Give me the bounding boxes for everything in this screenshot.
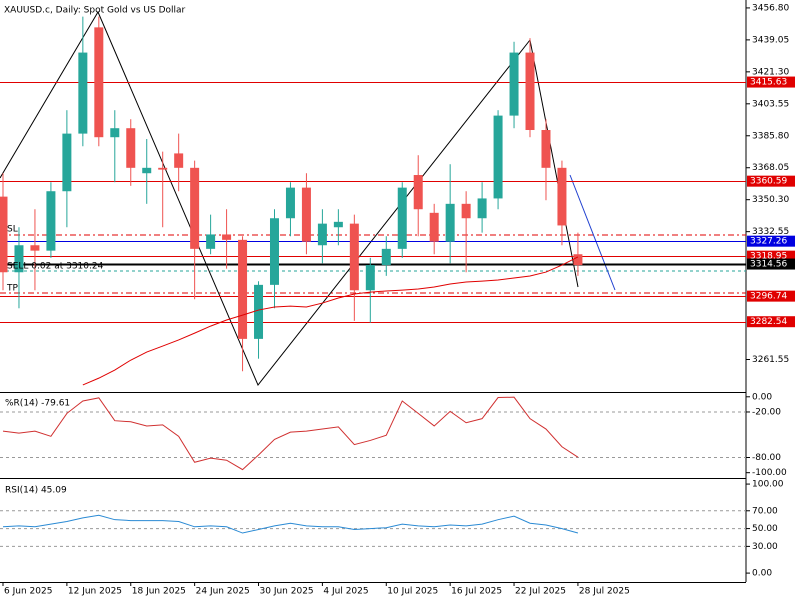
candle-body <box>94 27 104 138</box>
x-tick-label: 30 Jun 2025 <box>260 587 314 597</box>
candle-body <box>78 52 88 134</box>
level-label: 3327.26 <box>750 237 787 247</box>
level-label: 3282.54 <box>750 317 787 327</box>
x-tick-label: 4 Jul 2025 <box>323 587 368 597</box>
x-tick-label: 24 Jun 2025 <box>196 587 250 597</box>
level-label-box <box>747 316 795 328</box>
candle-body <box>238 239 248 339</box>
candle-body <box>397 187 407 249</box>
y-tick-label: 3332.55 <box>752 227 789 237</box>
x-tick-label: 16 Jul 2025 <box>451 587 502 597</box>
y-tick-label: 3456.80 <box>752 3 789 13</box>
candle-body <box>174 153 184 168</box>
moving-average <box>82 256 579 386</box>
y-tick-label: 3439.05 <box>752 35 789 45</box>
annotation: TP <box>6 284 18 294</box>
level-label-box <box>747 175 795 187</box>
candle-body <box>30 245 40 251</box>
level-label: 3314.56 <box>750 260 787 270</box>
candle-body <box>158 167 168 170</box>
x-tick-label: 10 Jul 2025 <box>387 587 438 597</box>
rsi-line <box>2 514 579 534</box>
x-tick-label: 22 Jul 2025 <box>515 587 566 597</box>
x-tick-label: 12 Jun 2025 <box>68 587 122 597</box>
y-tick-label: 3385.80 <box>752 131 789 141</box>
annotation: SELL 0.02 at 3310.24 <box>7 262 104 272</box>
y-tick-label: 3368.05 <box>752 163 789 173</box>
candle-body <box>573 254 583 266</box>
y-tick-label: 3350.30 <box>752 195 789 205</box>
candle-body <box>557 167 567 226</box>
candle-body <box>222 234 232 240</box>
y-tick-label: 30.00 <box>752 542 778 552</box>
y-tick-label: 3403.55 <box>752 99 789 109</box>
y-tick-label: -20.00 <box>752 407 781 417</box>
candle-body <box>301 187 311 242</box>
y-tick-label: 0.00 <box>752 569 772 579</box>
level-label-box <box>747 258 795 270</box>
candle-body <box>493 115 503 199</box>
y-tick-label: 70.00 <box>752 506 778 516</box>
candle-body <box>142 167 152 174</box>
indicator-title: RSI(14) 45.09 <box>5 486 67 496</box>
candle-body <box>413 175 423 210</box>
candle-body <box>349 223 359 291</box>
candle-body <box>269 218 279 285</box>
candle-body <box>126 128 136 168</box>
y-tick-label: 3421.30 <box>752 67 789 77</box>
candle-body <box>429 212 439 242</box>
y-tick-label: -100.00 <box>752 468 787 478</box>
chart-title: XAUUSD.c, Daily: Spot Gold vs US Dollar <box>4 6 186 16</box>
level-label: 3318.95 <box>750 252 787 262</box>
candle-body <box>477 198 487 219</box>
level-label-box <box>747 235 795 247</box>
candle-body <box>541 130 551 168</box>
y-tick-label: 0.00 <box>752 392 772 402</box>
y-tick-label: 3261.55 <box>752 355 789 365</box>
y-tick-label: -80.00 <box>752 453 781 463</box>
candle-body <box>62 133 72 192</box>
candle-body <box>365 265 375 291</box>
y-tick-label: 100.00 <box>752 480 784 490</box>
candle-body <box>381 248 391 266</box>
annotation: SL <box>7 225 18 235</box>
candle-body <box>445 203 455 242</box>
candle-body <box>206 234 216 249</box>
level-label: 3296.74 <box>750 292 787 302</box>
candle-body <box>509 52 519 116</box>
x-tick-label: 28 Jul 2025 <box>579 587 630 597</box>
level-label: 3415.63 <box>750 78 787 88</box>
candle-body <box>317 223 327 246</box>
x-tick-label: 18 Jun 2025 <box>132 587 186 597</box>
candle-body <box>46 191 56 251</box>
candle-body <box>110 128 120 138</box>
x-tick-label: 6 Jun 2025 <box>4 587 52 597</box>
candle-body <box>14 245 24 273</box>
level-label-box <box>747 290 795 302</box>
indicator-title: %R(14) -79.61 <box>5 399 70 409</box>
level-label-box <box>747 250 795 262</box>
y-tick-label: 50.00 <box>752 524 778 534</box>
trendline <box>569 174 616 291</box>
candle-body <box>461 203 471 219</box>
level-label-box <box>747 76 795 88</box>
candle-body <box>254 284 264 339</box>
level-label: 3360.59 <box>750 177 787 187</box>
candle-body <box>285 187 295 219</box>
williams_r-line <box>2 396 579 471</box>
candle-body <box>525 52 535 131</box>
candle-body <box>333 221 343 228</box>
candle-body <box>190 167 200 249</box>
candle-body <box>0 196 8 273</box>
